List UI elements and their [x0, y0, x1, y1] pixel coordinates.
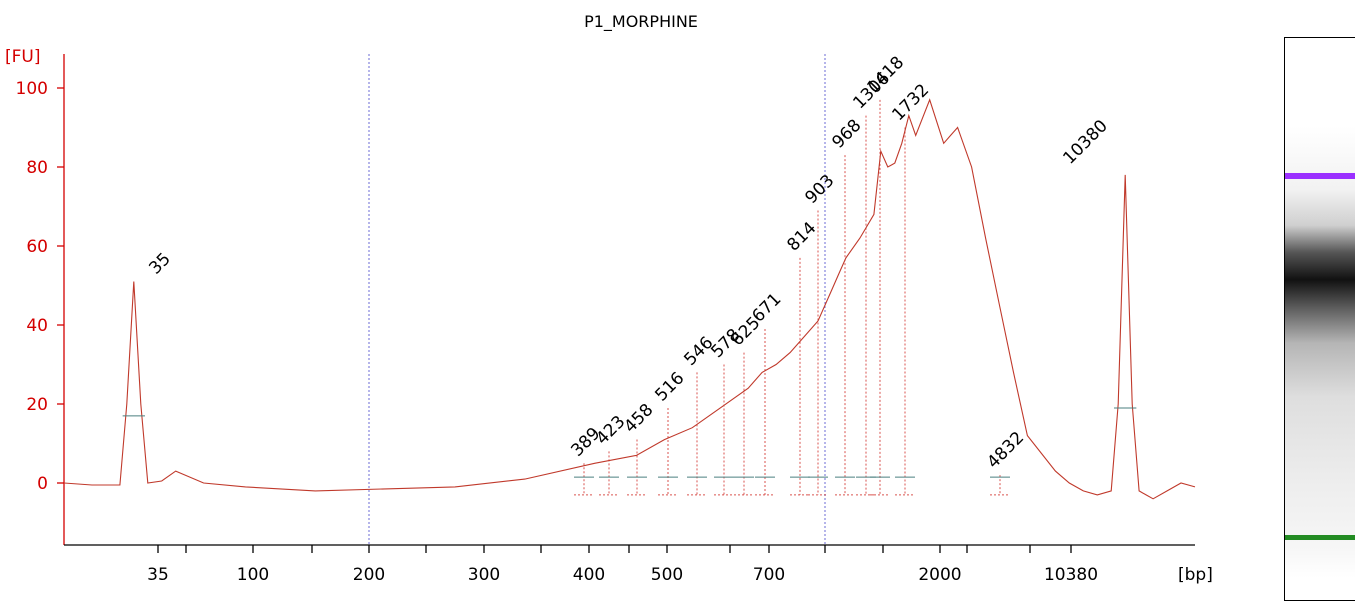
upper-marker-band: [1285, 173, 1355, 179]
sample-trace: [63, 98, 1196, 500]
upper-marker-label: 10380: [1059, 116, 1111, 168]
lower-marker-label: 35: [145, 249, 174, 278]
trace-group: [63, 98, 1196, 500]
peak-label: 4832: [983, 428, 1028, 473]
peak-label: 458: [620, 400, 657, 437]
x-tick-label: 400: [573, 565, 605, 585]
x-tick-label: 300: [468, 565, 500, 585]
x-tick-label: 100: [237, 565, 269, 585]
lower-marker-band: [1285, 535, 1355, 540]
x-tick-label: 35: [147, 565, 169, 585]
electropherogram-chart: P1_MORPHINE [FU] [bp] 0 20 40 60 80 100 35 100…: [5, 12, 1213, 585]
gel-smear: [1285, 126, 1355, 578]
gel-image: [1284, 37, 1355, 601]
y-ticks: 0 20 40 60 80 100: [16, 79, 64, 494]
peak-labels: 3894234585165465786256718149039681306141…: [145, 53, 1111, 473]
gel-lane: [1285, 126, 1355, 578]
x-tick-label: 2000: [918, 565, 961, 585]
x-tick-label: 700: [753, 565, 785, 585]
peak-label: 516: [651, 368, 688, 405]
x-tick-label: 10380: [1044, 565, 1098, 585]
peak-label: 968: [828, 116, 865, 153]
peak-label: 903: [801, 171, 838, 208]
y-tick-label: 0: [37, 474, 48, 494]
y-tick-label: 20: [26, 395, 48, 415]
peak-label: 814: [783, 218, 820, 255]
x-tick-label: 200: [353, 565, 385, 585]
peak-label: 1732: [888, 80, 933, 125]
chart-title: P1_MORPHINE: [584, 12, 698, 32]
y-tick-label: 100: [16, 79, 48, 99]
x-ticks: 35 100 200 300 400 500 700 2000 10380: [147, 545, 1098, 585]
y-tick-label: 40: [26, 316, 48, 336]
y-axis-label: [FU]: [5, 47, 41, 67]
x-axis-label: [bp]: [1178, 565, 1213, 585]
y-tick-label: 60: [26, 237, 48, 257]
y-tick-label: 80: [26, 158, 48, 178]
x-tick-label: 500: [651, 565, 683, 585]
peak-integration-boxes: [574, 99, 1010, 496]
